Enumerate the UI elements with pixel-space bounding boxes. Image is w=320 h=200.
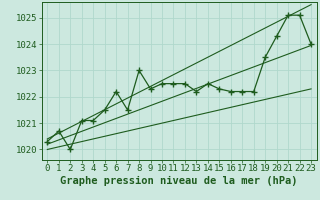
X-axis label: Graphe pression niveau de la mer (hPa): Graphe pression niveau de la mer (hPa): [60, 176, 298, 186]
